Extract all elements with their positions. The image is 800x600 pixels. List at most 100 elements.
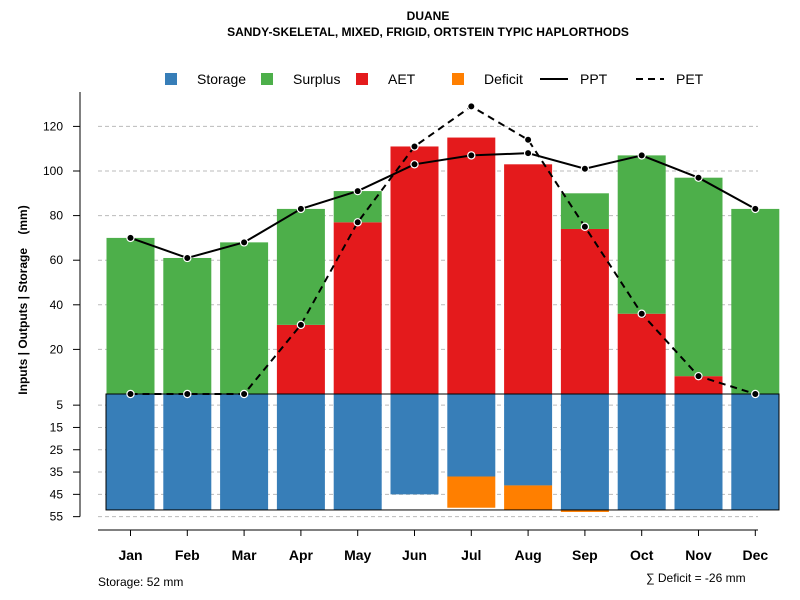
month-label: Aug [514,547,541,563]
chart-title: DUANE [407,9,450,23]
legend-label-ppt: PPT [580,71,608,87]
aet-surplus-bars [106,137,780,395]
pet-line [130,105,756,395]
surplus-bar [106,237,155,394]
y-tick-label: 100 [43,164,63,178]
storage-bar [617,394,666,510]
chart-subtitle: SANDY-SKELETAL, MIXED, FRIGID, ORTSTEIN … [227,25,629,39]
legend-label-deficit: Deficit [484,71,523,87]
y-tick-label: 25 [50,443,64,457]
y-tick-label: 35 [50,465,64,479]
axes: 20 40 60 80 100 120 5 15 25 35 45 55 Jan Feb Mar Apr May… [43,92,768,563]
legend-swatch-surplus [261,73,273,85]
deficit-bar [504,485,553,510]
legend: Storage Surplus AET Deficit PPT PET [165,71,704,87]
aet-bar [333,222,382,394]
month-label: Sep [572,547,598,563]
surplus-bar [617,155,666,314]
month-label: Jan [118,547,142,563]
pet-point [183,389,192,399]
storage-bar [220,394,269,510]
deficit-bars [447,476,609,512]
pet-point [239,389,249,399]
storage-capacity-frame [105,393,780,511]
surplus-bar [163,257,212,394]
storage-bar [447,394,496,477]
month-label: Dec [742,547,768,563]
ppt-point [467,151,476,160]
legend-swatch-aet [356,73,368,85]
ppt-point [694,173,703,182]
ppt-point [353,186,362,196]
pet-point [410,142,419,151]
month-label: Jul [461,547,481,563]
ppt-point [523,148,533,158]
storage-bar [276,394,325,510]
y-tick-label: 120 [43,119,63,133]
aet-bar [617,313,666,394]
deficit-note: ∑ Deficit = -26 mm [646,571,746,585]
y-tick-label: 40 [50,298,64,312]
aet-bar [504,164,553,394]
storage-frame [105,393,780,511]
storage-bar [560,394,609,510]
aet-bar [560,228,609,394]
pet-point [296,320,306,330]
aet-bar [447,137,496,395]
surplus-bar [220,242,269,394]
ppt-pet-lines [126,102,760,399]
deficit-bar [560,509,609,512]
storage-bar [504,394,553,486]
y-tick-label: 60 [50,253,64,267]
pet-point [694,371,703,381]
storage-bar [106,394,155,510]
legend-label-pet: PET [676,71,704,87]
ppt-point [239,238,249,247]
legend-swatch-storage [165,73,177,85]
aet-bar [390,146,439,394]
ppt-line [130,152,756,260]
month-label: Apr [289,547,314,563]
surplus-bar [731,208,780,394]
pet-point [523,135,533,144]
pet-point [751,389,760,399]
legend-label-storage: Storage [197,71,246,87]
y-tick-label: 45 [50,487,64,501]
storage-note: Storage: 52 mm [98,575,183,589]
y-tick-label: 20 [50,342,64,356]
storage-bar [390,394,439,495]
y-tick-label: 80 [50,209,64,223]
legend-label-aet: AET [388,71,416,87]
surplus-bar [276,208,325,325]
month-label: Oct [630,547,654,563]
pet-point [637,309,646,318]
storage-bar [731,394,780,510]
ppt-point [580,164,590,173]
ppt-point [183,253,192,263]
surplus-bar [674,177,723,377]
pet-point [126,389,135,399]
ppt-point [637,151,646,160]
storage-bar [163,394,212,510]
month-label: Nov [685,547,712,563]
month-label: Mar [232,547,257,563]
deficit-bar [447,476,496,508]
storage-bar [674,394,723,510]
y-tick-label: 5 [56,398,63,412]
pet-point [467,102,476,111]
ppt-point [296,204,306,214]
storage-bar [333,394,382,510]
month-label: Jun [402,547,427,563]
ppt-point [410,160,419,169]
y-tick-label: 55 [50,510,64,524]
pet-point [353,218,362,227]
ppt-point [126,233,135,243]
storage-bars [106,394,780,510]
month-label: Feb [175,547,200,563]
ppt-point [751,204,760,214]
y-tick-label: 15 [50,420,64,434]
aet-bar [276,324,325,394]
y-axis-label: Inputs | Outputs | Storage (mm) [16,205,30,394]
pet-point [580,222,590,231]
